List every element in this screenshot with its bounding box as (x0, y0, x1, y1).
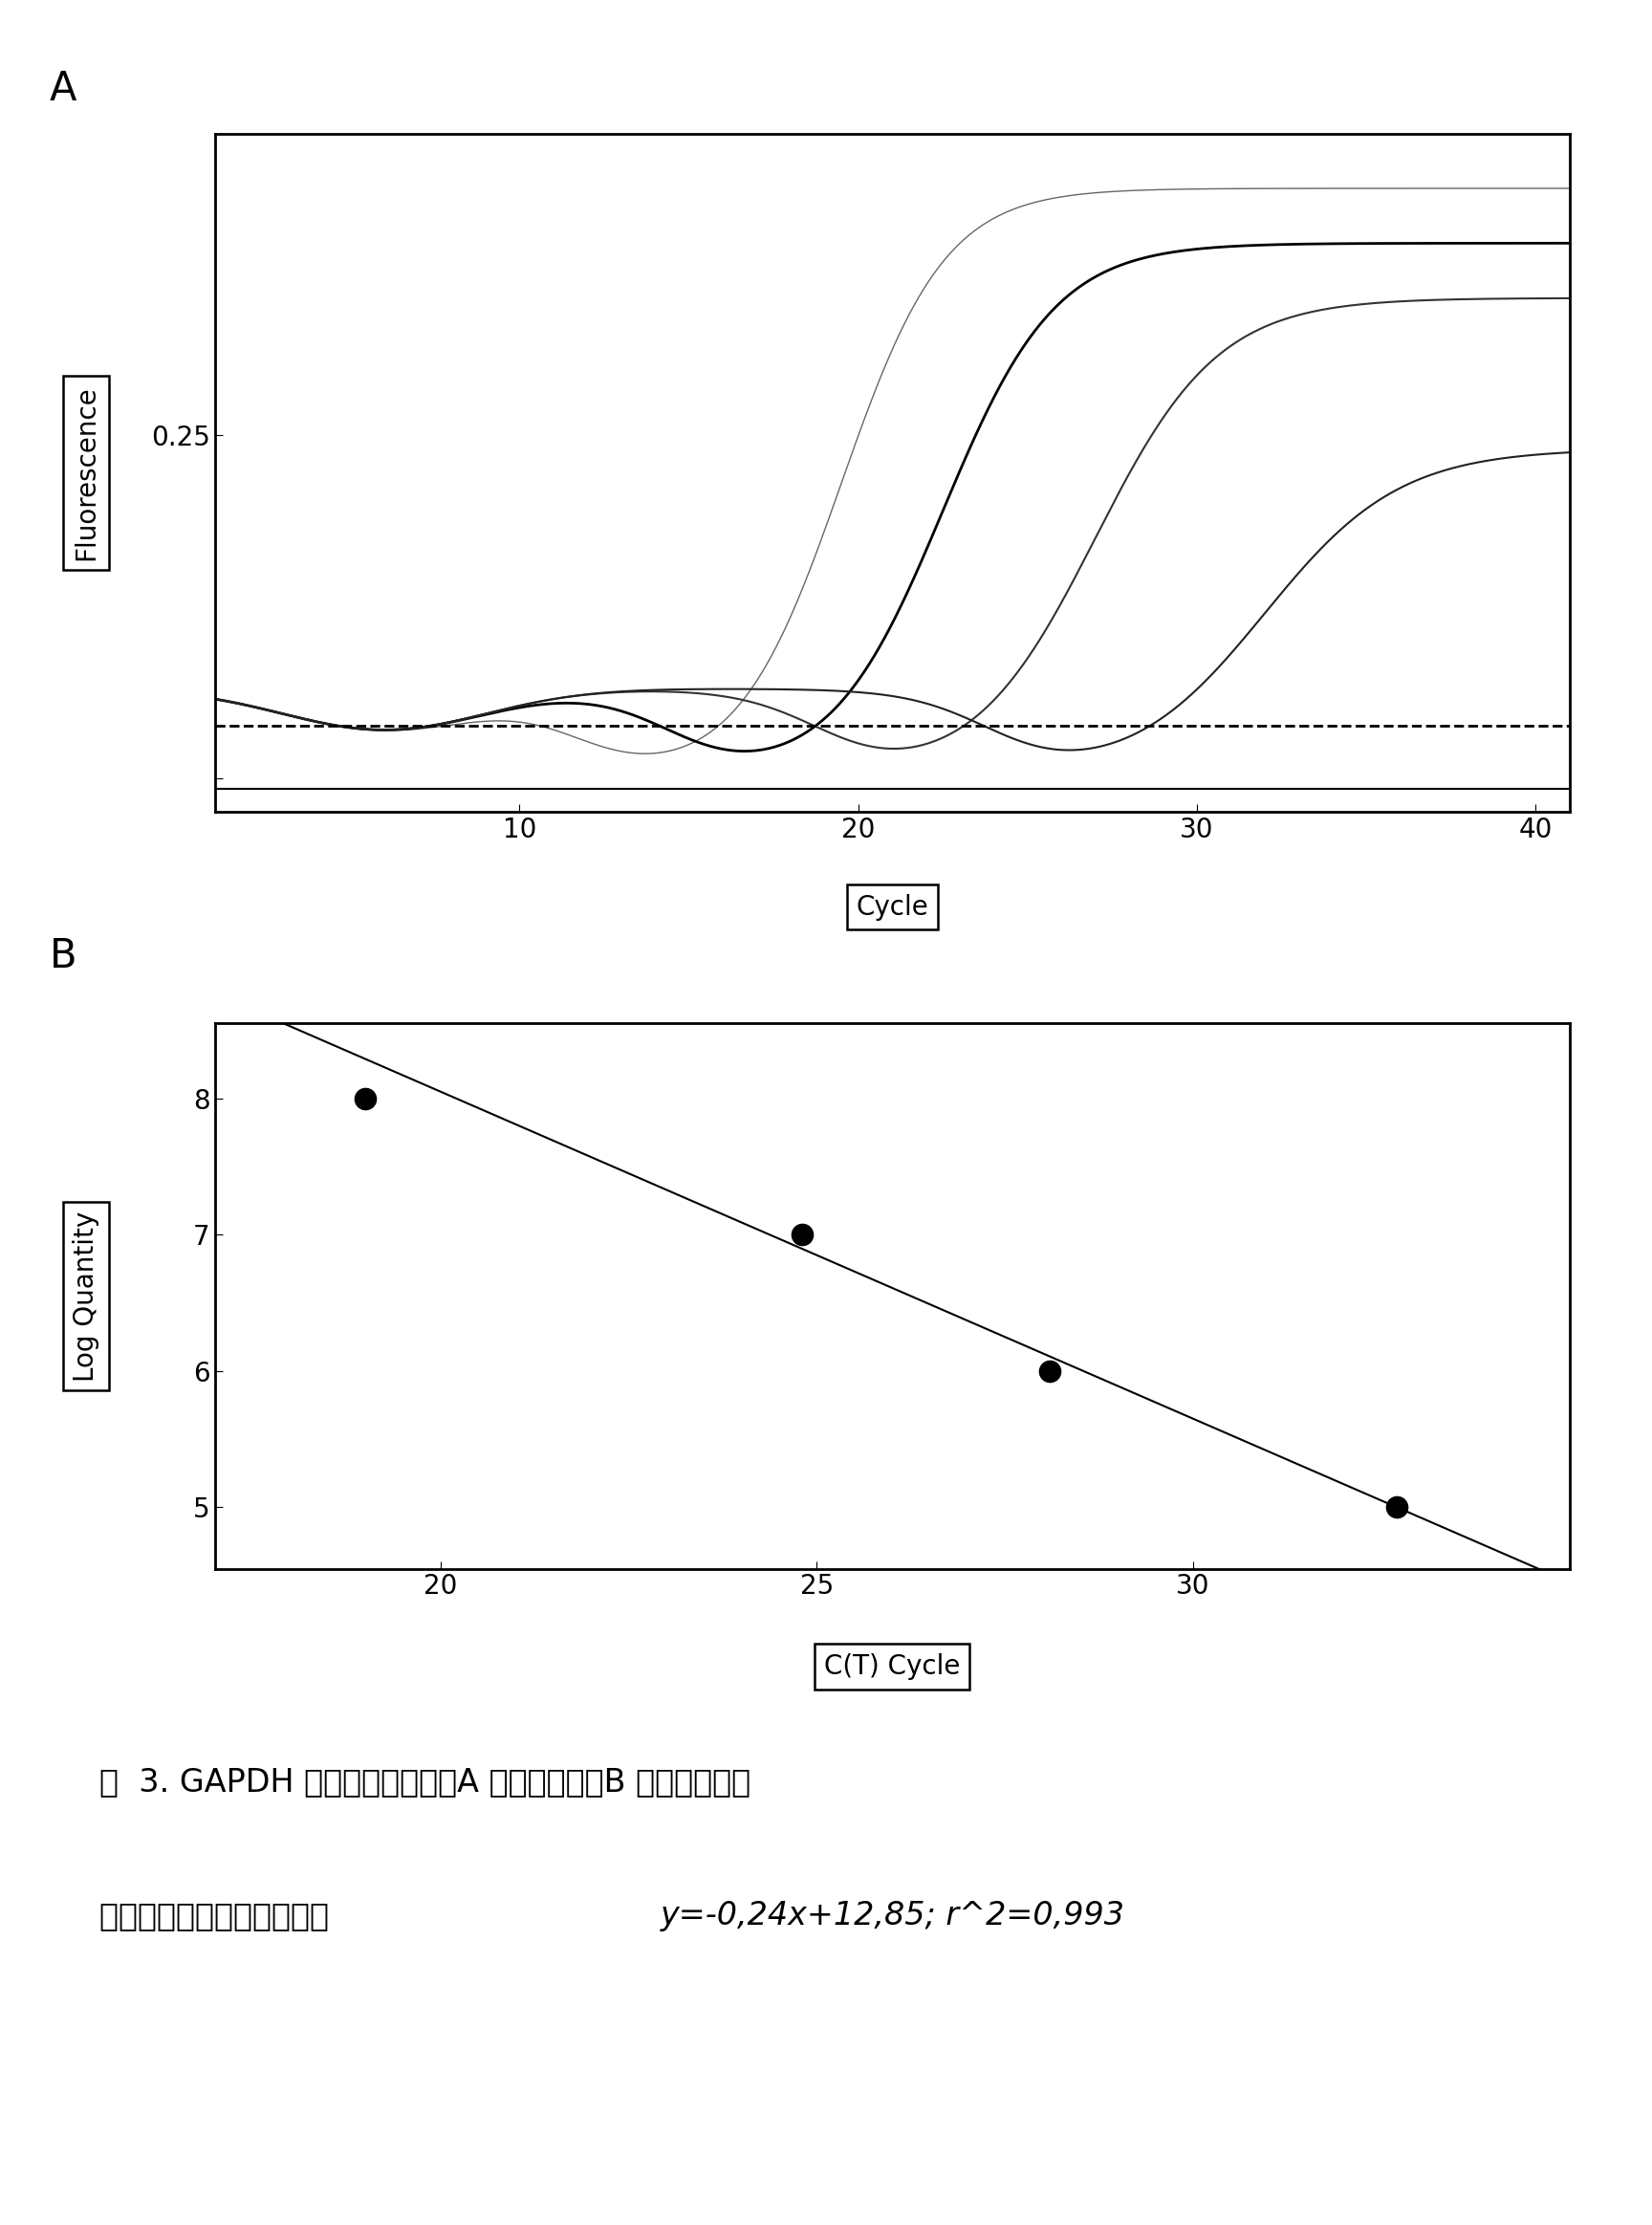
Text: Log Quantity: Log Quantity (73, 1210, 99, 1382)
Text: 根据标准曲线求得回归方程: 根据标准曲线求得回归方程 (99, 1900, 339, 1931)
Text: Fluorescence: Fluorescence (73, 385, 99, 561)
Text: A: A (50, 69, 76, 109)
Text: B: B (50, 937, 78, 977)
Text: y=-0,24x+12,85; r^2=0,993: y=-0,24x+12,85; r^2=0,993 (661, 1900, 1125, 1931)
Text: C(T) Cycle: C(T) Cycle (824, 1653, 960, 1680)
Text: 图  3. GAPDH 标准曲线的制备。A 荧光曲线图；B 标准曲线图。: 图 3. GAPDH 标准曲线的制备。A 荧光曲线图；B 标准曲线图。 (99, 1767, 750, 1798)
Text: Cycle: Cycle (856, 894, 928, 921)
